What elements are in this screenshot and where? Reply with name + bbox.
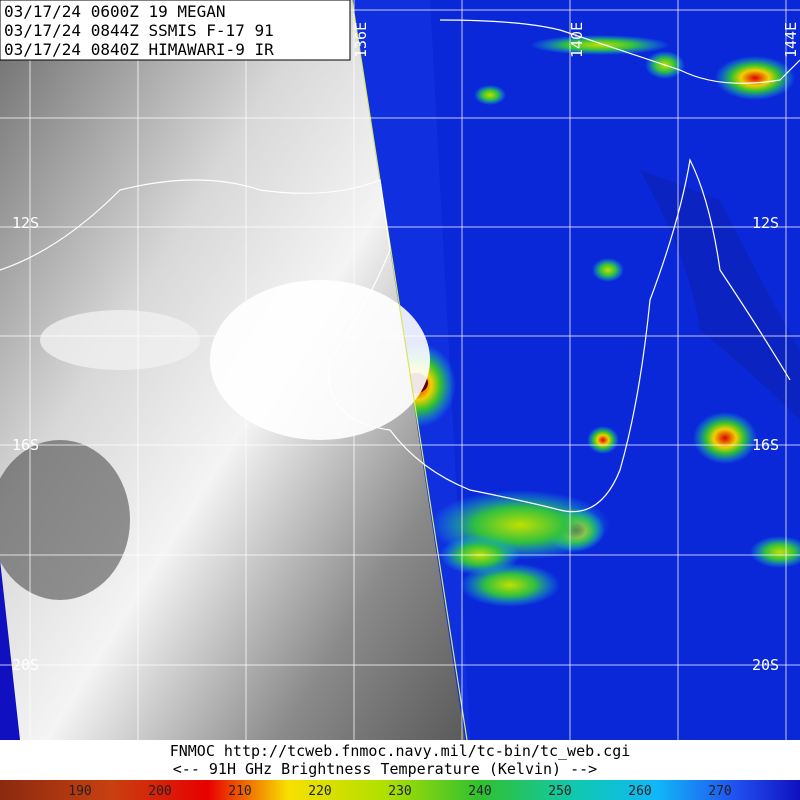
colorbar-label: 210: [228, 784, 251, 799]
header-line: 03/17/24 0844Z SSMIS F-17 91: [4, 21, 274, 40]
coastlines: [0, 19, 800, 513]
cloud-band: [40, 310, 200, 370]
cloud-core: [210, 280, 430, 440]
footer-source: FNMOC http://tcweb.fnmoc.navy.mil/tc-bin…: [170, 742, 631, 760]
colorbar-label: 200: [148, 784, 171, 799]
grid-labels: 12S 12S 16S 16S 20S 20S 136E 140E 144E: [12, 22, 800, 674]
colorbar: [0, 780, 800, 800]
lat-label: 20S: [752, 656, 779, 674]
header-line: 03/17/24 0600Z 19 MEGAN: [4, 2, 226, 21]
colorbar-label: 270: [708, 784, 731, 799]
footer-legend-title: <-- 91H GHz Brightness Temperature (Kelv…: [173, 760, 597, 778]
cloud-clear: [0, 440, 130, 600]
colorbar-label: 190: [68, 784, 91, 799]
lat-label: 12S: [12, 214, 39, 232]
lon-label: 136E: [352, 22, 370, 58]
colorbar-label: 220: [308, 784, 331, 799]
header-box: [0, 0, 351, 61]
lat-label: 12S: [752, 214, 779, 232]
edge: [0, 560, 20, 740]
lat-label: 16S: [752, 436, 779, 454]
colorbar-label: 230: [388, 784, 411, 799]
lat-label: 20S: [12, 656, 39, 674]
colorbar-label: 250: [548, 784, 571, 799]
footer: [0, 740, 800, 780]
land-area: [640, 170, 800, 420]
lon-label: 144E: [782, 22, 800, 58]
lat-label: 16S: [12, 436, 39, 454]
header-line: 03/17/24 0840Z HIMAWARI-9 IR: [4, 40, 274, 59]
colorbar-label: 240: [468, 784, 491, 799]
swath-edge: [351, 0, 468, 741]
colorbar-labels: 190 200 210 220 230 240 250 260 270: [68, 784, 731, 799]
colorbar-label: 260: [628, 784, 651, 799]
lon-label: 140E: [568, 22, 586, 58]
microwave-field: [430, 0, 800, 740]
graticule: [0, 0, 800, 740]
